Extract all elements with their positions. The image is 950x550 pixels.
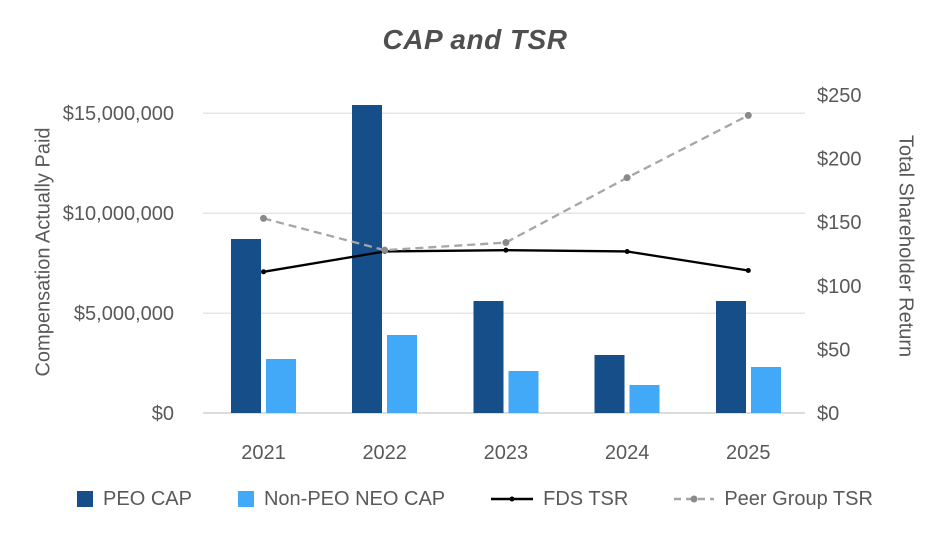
marker-peer-group-tsr-2022	[381, 246, 389, 254]
legend-item-fds-tsr: FDS TSR	[491, 488, 628, 511]
legend-swatch-line	[491, 496, 534, 502]
bar-non-peo-neo-cap-2021	[266, 359, 296, 413]
legend-swatch-square	[77, 491, 94, 507]
marker-fds-tsr-2021	[261, 269, 266, 275]
marker-fds-tsr-2025	[745, 268, 751, 274]
legend-item-non-peo-neo-cap: Non-PEO NEO CAP	[237, 487, 446, 511]
left-axis-tick-label: $10,000,000	[63, 203, 174, 225]
legend-swatch-square	[237, 491, 254, 507]
left-axis-tick-label: $0	[152, 403, 174, 425]
legend-swatch-line	[674, 495, 715, 503]
bar-non-peo-neo-cap-2022	[387, 335, 418, 413]
chart-legend: PEO CAP Non-PEO NEO CAP FDS TSR Peer Group …	[0, 486, 950, 512]
line-peer-group-tsr	[263, 114, 749, 252]
bar-peo-cap-2021	[231, 239, 261, 413]
chart-title: CAP and TSR	[382, 24, 568, 55]
line-fds-tsr	[263, 249, 749, 273]
right-axis-tick-label: $150	[817, 212, 862, 234]
bar-non-peo-neo-cap-2023	[508, 371, 539, 413]
bar-non-peo-neo-cap-2024	[629, 385, 660, 413]
legend-item-peo-cap: PEO CAP	[77, 488, 192, 511]
x-axis-label-2025: 2025	[726, 442, 771, 464]
right-axis-tick-label: $0	[817, 403, 839, 425]
marker-fds-tsr-2024	[624, 248, 630, 254]
legend-label: FDS TSR	[543, 487, 629, 510]
bar-non-peo-neo-cap-2025	[750, 367, 781, 413]
x-axis-label-2021: 2021	[241, 442, 286, 464]
bar-peo-cap-2022	[352, 105, 383, 413]
marker-peer-group-tsr-2024	[623, 174, 631, 182]
x-axis-label-2023: 2023	[484, 442, 529, 464]
left-axis-tick-label: $5,000,000	[74, 303, 174, 325]
bar-peo-cap-2023	[473, 301, 504, 413]
marker-peer-group-tsr-2025	[744, 111, 752, 119]
right-axis-tick-label: $200	[817, 149, 862, 171]
marker-peer-group-tsr-2023	[502, 239, 510, 247]
legend-item-peer-group-tsr: Peer Group TSR	[674, 488, 873, 511]
bar-peo-cap-2024	[594, 355, 625, 413]
right-axis-tick-label: $50	[817, 339, 850, 361]
right-axis-tick-label: $250	[817, 85, 862, 107]
x-axis-label-2022: 2022	[362, 442, 407, 464]
right-axis-tick-label: $100	[817, 276, 862, 298]
x-axis-label-2024: 2024	[605, 442, 650, 464]
legend-label: PEO CAP	[103, 487, 192, 510]
legend-label: Peer Group TSR	[724, 487, 873, 510]
marker-fds-tsr-2023	[503, 247, 509, 253]
marker-peer-group-tsr-2021	[260, 214, 267, 222]
bar-peo-cap-2025	[715, 301, 746, 413]
left-axis-tick-label: $15,000,000	[63, 103, 174, 125]
legend-label: Non-PEO NEO CAP	[263, 487, 446, 510]
